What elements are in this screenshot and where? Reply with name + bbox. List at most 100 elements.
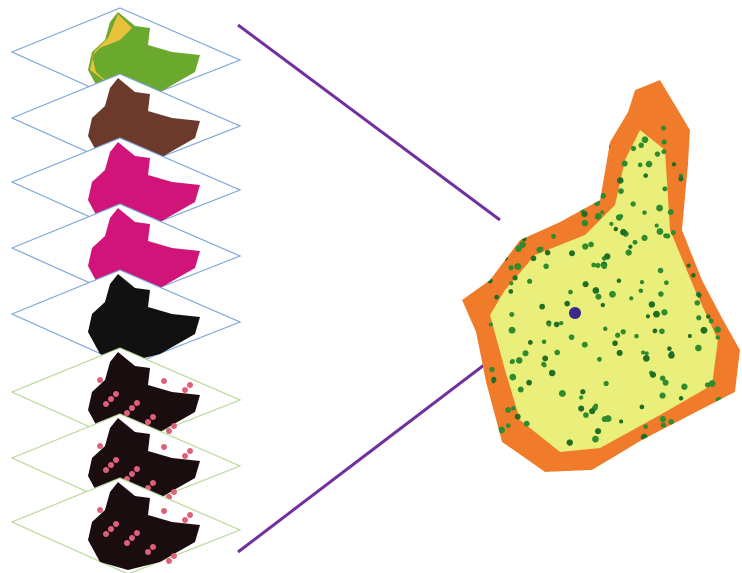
vegetation-dot xyxy=(510,359,515,364)
vegetation-dot xyxy=(581,219,589,227)
vegetation-dot xyxy=(508,326,516,334)
vegetation-dot xyxy=(593,403,599,408)
vegetation-dot xyxy=(688,189,694,194)
vegetation-dot xyxy=(540,216,546,223)
layer-spot xyxy=(97,443,103,449)
vegetation-dot xyxy=(661,149,667,155)
vegetation-dot xyxy=(587,146,595,153)
vegetation-dot xyxy=(592,287,600,294)
vegetation-dot xyxy=(620,329,626,335)
vegetation-dot xyxy=(530,255,537,262)
vegetation-dot xyxy=(544,249,551,256)
vegetation-dot xyxy=(699,173,705,178)
vegetation-dot xyxy=(523,420,530,427)
vegetation-dot xyxy=(656,204,663,212)
layer-spot xyxy=(187,448,193,454)
vegetation-dot xyxy=(659,415,667,423)
layer-spot xyxy=(145,419,151,425)
vegetation-dot xyxy=(609,290,616,298)
layer-spot xyxy=(187,512,193,518)
vegetation-dot xyxy=(612,340,618,347)
vegetation-dot xyxy=(512,275,518,281)
vegetation-dot xyxy=(711,176,717,181)
vegetation-dot xyxy=(487,191,495,199)
vegetation-dot xyxy=(641,350,646,355)
vegetation-dot xyxy=(593,168,600,175)
layer-spot xyxy=(134,466,140,472)
vegetation-dot xyxy=(506,124,512,130)
vegetation-dot xyxy=(604,253,611,260)
vegetation-dot xyxy=(544,166,551,172)
vegetation-dot xyxy=(708,318,714,324)
vegetation-dot xyxy=(708,380,716,387)
vegetation-dot xyxy=(642,355,650,362)
layer-spot xyxy=(97,377,103,383)
vegetation-dot xyxy=(641,136,649,144)
layer-spot xyxy=(129,535,135,541)
layer-spot xyxy=(113,457,119,463)
layer-spot xyxy=(97,507,103,513)
vegetation-dot xyxy=(487,184,494,191)
vegetation-dot xyxy=(616,349,623,356)
vegetation-dot xyxy=(592,435,599,443)
vegetation-dot xyxy=(615,332,621,338)
vegetation-dot xyxy=(662,379,669,386)
vegetation-dot xyxy=(642,210,647,215)
vegetation-dot xyxy=(553,321,560,328)
vegetation-dot xyxy=(649,371,657,378)
vegetation-dot xyxy=(705,216,712,224)
vegetation-dot xyxy=(548,369,556,377)
layer-spot xyxy=(113,521,119,527)
vegetation-dot xyxy=(687,333,692,338)
vegetation-dot xyxy=(503,256,508,261)
vegetation-dot xyxy=(638,142,644,149)
vegetation-dot xyxy=(598,139,604,145)
layer-stack xyxy=(10,7,242,573)
vegetation-dot xyxy=(506,140,512,145)
vegetation-dot xyxy=(489,366,495,373)
vegetation-dot xyxy=(488,254,495,261)
vegetation-dot xyxy=(645,160,653,168)
vegetation-dot xyxy=(634,333,639,339)
layer-spot xyxy=(171,489,177,495)
vegetation-dot xyxy=(519,241,526,249)
vegetation-dot xyxy=(578,206,585,213)
vegetation-dot xyxy=(694,205,699,210)
vegetation-dot xyxy=(539,214,547,221)
vegetation-dot xyxy=(514,219,521,226)
vegetation-dot xyxy=(541,198,547,204)
connector-line xyxy=(237,23,501,222)
vegetation-dot xyxy=(505,407,511,413)
vegetation-dot xyxy=(662,186,668,192)
vegetation-dot xyxy=(587,141,595,149)
layer-spot xyxy=(145,549,151,555)
vegetation-dot xyxy=(509,312,515,318)
vegetation-dot xyxy=(543,157,549,163)
layer-spot xyxy=(129,405,135,411)
layer-spot xyxy=(161,444,167,450)
layer-spot xyxy=(171,423,177,429)
vegetation-dot xyxy=(526,379,532,386)
vegetation-dot xyxy=(603,380,609,387)
vegetation-dot xyxy=(499,239,505,245)
vegetation-dot xyxy=(668,419,674,425)
vegetation-dot xyxy=(659,328,665,335)
layer-region xyxy=(88,482,200,570)
vegetation-dot xyxy=(558,389,566,397)
vegetation-dot xyxy=(543,195,551,203)
vegetation-dot xyxy=(595,293,602,300)
vegetation-dot xyxy=(708,287,713,292)
vegetation-dot xyxy=(520,166,526,172)
layer-spot xyxy=(150,414,156,420)
vegetation-dot xyxy=(544,219,551,227)
vegetation-dot xyxy=(525,208,532,214)
layer-spot xyxy=(182,453,188,459)
vegetation-dot xyxy=(600,210,605,215)
vegetation-dot xyxy=(581,341,588,348)
vegetation-dot xyxy=(564,300,571,307)
vegetation-dot xyxy=(657,267,664,274)
vegetation-dot xyxy=(643,173,648,178)
vegetation-dot xyxy=(639,280,645,285)
vegetation-dot xyxy=(678,176,684,182)
